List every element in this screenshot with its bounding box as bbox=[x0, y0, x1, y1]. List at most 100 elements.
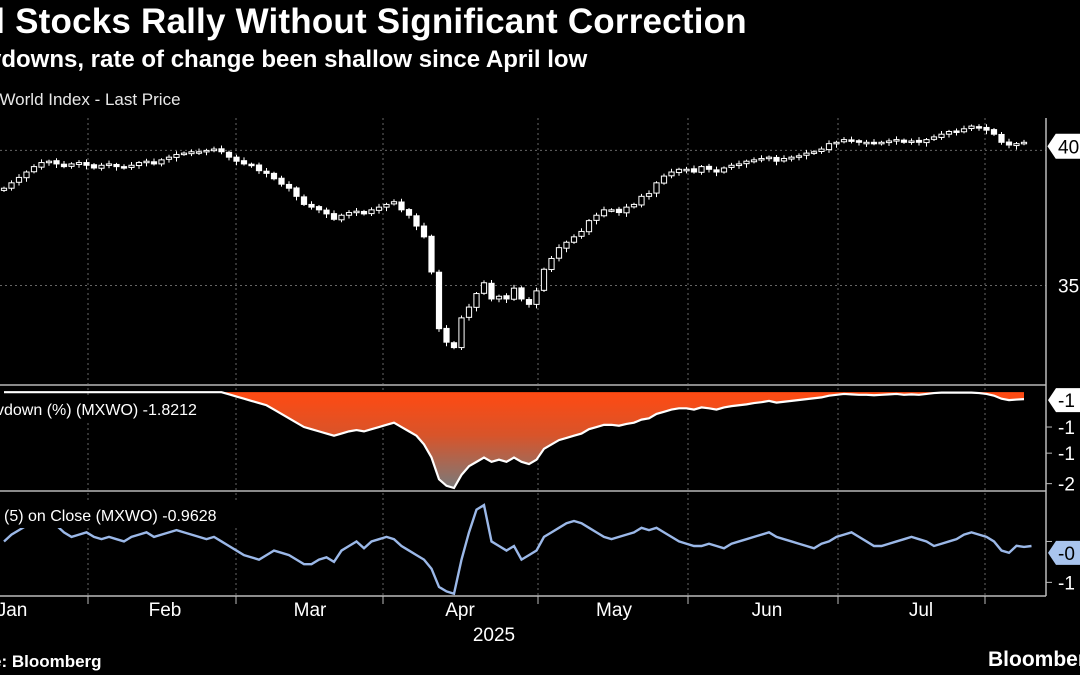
price-candle bbox=[908, 138, 915, 145]
price-candle bbox=[105, 160, 113, 169]
roc-line bbox=[3, 503, 1032, 596]
price-candle bbox=[368, 207, 375, 217]
price-candle bbox=[15, 174, 23, 186]
x-year-label: 2025 bbox=[473, 625, 515, 646]
price-candle bbox=[390, 199, 398, 206]
price-candle bbox=[795, 153, 803, 161]
price-candle bbox=[743, 159, 750, 168]
price-candle bbox=[338, 213, 345, 223]
price-candle bbox=[23, 170, 30, 182]
price-candle bbox=[615, 206, 623, 216]
price-candle bbox=[915, 137, 923, 146]
price-candle bbox=[165, 154, 173, 163]
price-candle bbox=[435, 269, 443, 332]
y-axis: 403540-1-1-2-1-1-0 bbox=[1045, 118, 1080, 596]
x-month-label: May bbox=[596, 600, 632, 621]
price-candle bbox=[210, 146, 218, 153]
price-candle bbox=[675, 167, 683, 176]
price-candle bbox=[653, 181, 660, 198]
price-candle bbox=[293, 186, 300, 201]
price-candle bbox=[578, 228, 585, 239]
price-candle bbox=[593, 212, 600, 225]
chart-title: bal Stocks Rally Without Significant Cor… bbox=[0, 2, 747, 41]
drawdown-y-tick-label: -1 bbox=[1058, 444, 1075, 465]
price-candle bbox=[758, 155, 765, 163]
price-candle bbox=[473, 291, 480, 312]
drawdown-y-tick-label: -2 bbox=[1058, 475, 1075, 496]
price-candle bbox=[315, 204, 323, 214]
price-candle bbox=[45, 159, 53, 166]
price-candle bbox=[308, 201, 315, 210]
price-candle bbox=[660, 173, 668, 185]
chart-subtitle: vdowns, rate of change been shallow sinc… bbox=[0, 46, 588, 73]
price-candle bbox=[353, 207, 360, 217]
price-candle bbox=[518, 286, 525, 302]
drawdown-series bbox=[4, 391, 1025, 490]
price-y-tick-label: 35 bbox=[1058, 276, 1079, 297]
x-axis: Jan Feb Mar Apr May Jun Jul 2025 bbox=[0, 595, 1046, 646]
price-candle bbox=[563, 240, 570, 253]
price-candle bbox=[870, 139, 878, 146]
price-candle bbox=[420, 222, 428, 239]
price-candle bbox=[998, 132, 1005, 145]
x-month-label: Apr bbox=[445, 600, 475, 621]
price-candle bbox=[263, 167, 270, 178]
price-candle bbox=[458, 315, 465, 351]
brand-logo-text: Bloomberg bbox=[988, 648, 1080, 671]
x-month-label: Jul bbox=[909, 600, 933, 621]
roc-y-tick-label: -1 bbox=[1058, 573, 1075, 594]
price-candle bbox=[533, 287, 540, 309]
price-candle bbox=[180, 151, 188, 156]
price-candle bbox=[38, 159, 45, 170]
drawdown-area bbox=[4, 392, 1024, 488]
price-candle bbox=[555, 244, 563, 262]
price-candle bbox=[53, 158, 60, 168]
price-candle bbox=[1020, 139, 1028, 146]
price-candle bbox=[683, 166, 690, 174]
price-candle bbox=[705, 163, 713, 173]
source-note: e: Bloomberg bbox=[0, 652, 102, 671]
panel-labels: vdown (%) (MXWO) -1.8212 (5) on Close (MX… bbox=[0, 396, 258, 528]
price-candle bbox=[0, 186, 8, 193]
grid-lines bbox=[0, 118, 1046, 596]
price-candle bbox=[225, 150, 233, 161]
price-candle bbox=[525, 297, 533, 308]
svg-text:-0: -0 bbox=[1058, 544, 1075, 565]
price-candle bbox=[375, 203, 383, 214]
price-candle bbox=[713, 166, 720, 177]
price-candle bbox=[735, 160, 743, 169]
price-candle bbox=[240, 157, 248, 166]
price-candle bbox=[503, 293, 510, 304]
x-month-label: Jun bbox=[752, 600, 783, 621]
price-candle bbox=[540, 267, 548, 292]
price-candle bbox=[570, 234, 578, 244]
price-candle bbox=[608, 208, 615, 213]
roc-series bbox=[3, 503, 1032, 596]
price-candle bbox=[848, 136, 855, 144]
price-candle bbox=[383, 202, 390, 212]
price-candle bbox=[720, 166, 728, 174]
price-candle bbox=[255, 162, 263, 174]
price-candle bbox=[833, 140, 840, 148]
price-candle bbox=[945, 129, 953, 138]
price-candle bbox=[638, 193, 645, 208]
price-candle bbox=[98, 162, 105, 171]
price-candle bbox=[68, 162, 75, 169]
roc-legend-label: (5) on Close (MXWO) -0.9628 bbox=[0, 502, 258, 528]
price-candle bbox=[248, 162, 255, 168]
price-candle bbox=[600, 206, 608, 218]
price-candle bbox=[75, 160, 83, 168]
price-candle bbox=[983, 124, 990, 135]
price-candle bbox=[818, 146, 825, 154]
price-candle bbox=[893, 136, 900, 145]
price-candle bbox=[900, 138, 908, 144]
price-candle bbox=[885, 138, 893, 146]
price-candle bbox=[645, 190, 653, 200]
price-candle bbox=[83, 159, 90, 170]
price-candle bbox=[128, 162, 135, 170]
price-candle bbox=[345, 210, 353, 219]
price-candle bbox=[413, 213, 420, 231]
price-candle bbox=[278, 175, 285, 187]
svg-text:-1: -1 bbox=[1058, 391, 1075, 412]
price-candle bbox=[488, 280, 495, 302]
